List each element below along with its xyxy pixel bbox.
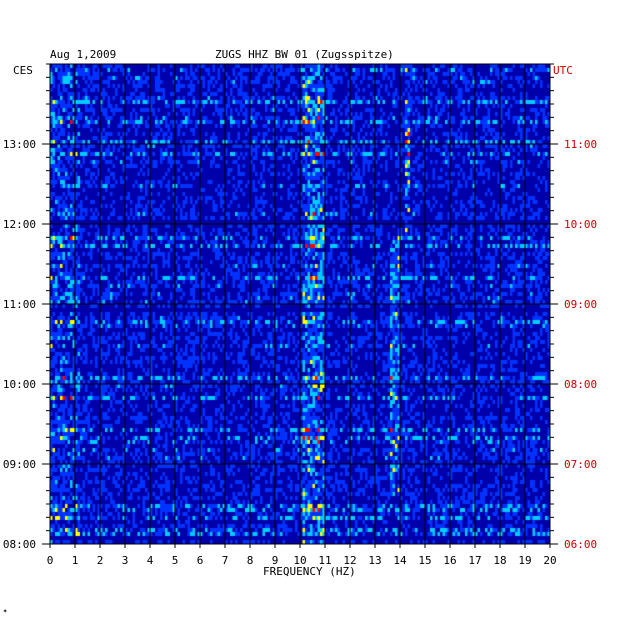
- date-label: Aug 1,2009: [50, 48, 117, 61]
- x-tick-label: 13: [368, 554, 381, 567]
- x-tick-label: 18: [493, 554, 506, 567]
- right-time-label: 07:00: [564, 458, 597, 471]
- station-title: ZUGS HHZ BW 01 (Zugsspitze): [215, 48, 394, 61]
- x-tick-label: 4: [147, 554, 154, 567]
- x-tick-label: 11: [318, 554, 331, 567]
- x-tick-label: 6: [197, 554, 204, 567]
- right-time-label: 11:00: [564, 138, 597, 151]
- left-time-label: 11:00: [3, 298, 36, 311]
- left-zone-label: CES: [13, 64, 33, 77]
- left-time-label: 12:00: [3, 218, 36, 231]
- corner-mark: ✶: [3, 607, 8, 615]
- x-tick-label: 10: [293, 554, 306, 567]
- x-tick-label: 9: [272, 554, 279, 567]
- x-tick-label: 0: [47, 554, 54, 567]
- plot-frame: [49, 63, 551, 545]
- x-tick-label: 5: [172, 554, 179, 567]
- x-axis-label: FREQUENCY (HZ): [263, 565, 356, 578]
- right-time-label: 06:00: [564, 538, 597, 551]
- left-time-label: 13:00: [3, 138, 36, 151]
- x-tick-label: 1: [72, 554, 79, 567]
- right-time-label: 09:00: [564, 298, 597, 311]
- x-tick-label: 2: [97, 554, 104, 567]
- x-tick-label: 14: [393, 554, 407, 567]
- x-tick-label: 15: [418, 554, 431, 567]
- right-time-label: 10:00: [564, 218, 597, 231]
- x-tick-label: 12: [343, 554, 356, 567]
- left-time-label: 08:00: [3, 538, 36, 551]
- x-tick-label: 7: [222, 554, 229, 567]
- left-time-label: 09:00: [3, 458, 36, 471]
- right-zone-label: UTC: [553, 64, 573, 77]
- x-tick-label: 16: [443, 554, 456, 567]
- x-tick-label: 17: [468, 554, 481, 567]
- right-time-label: 08:00: [564, 378, 597, 391]
- x-tick-label: 20: [543, 554, 556, 567]
- x-tick-label: 19: [518, 554, 531, 567]
- left-time-label: 10:00: [3, 378, 36, 391]
- x-tick-label: 3: [122, 554, 129, 567]
- x-tick-label: 8: [247, 554, 254, 567]
